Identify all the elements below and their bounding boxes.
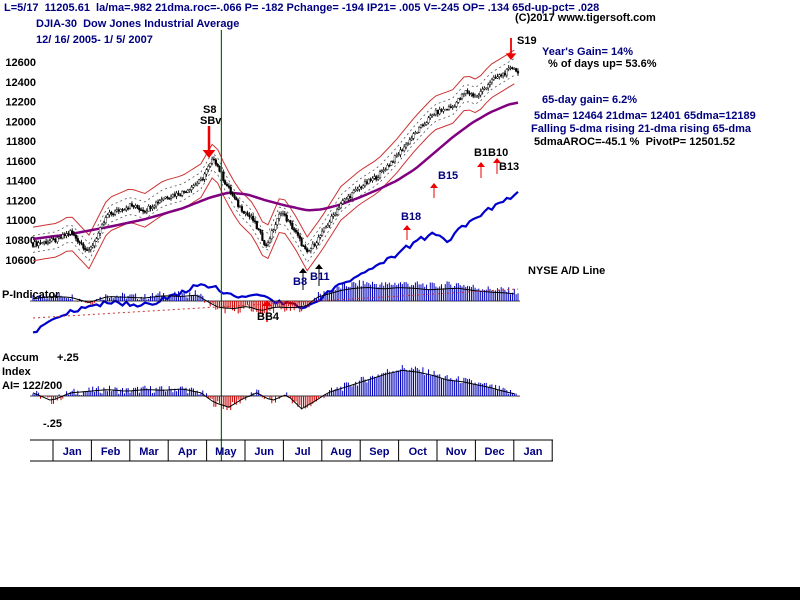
svg-text:11800: 11800 [6,136,36,148]
svg-text:12200: 12200 [5,97,36,109]
signal-label-s19: S19 [517,35,537,47]
signal-label-b18: B18 [401,211,422,223]
aroc-pivot-text: 5dmaAROC=-45.1 % PivotP= 12501.52 [534,136,736,148]
symbol-title: DJIA-30 Dow Jones Industrial Average [36,18,240,30]
accum-scale-plus: +.25 [57,352,79,364]
copyright-text: (C)2017 www.tigersoft.com [515,12,656,24]
signal-arrows [202,38,517,322]
svg-text:May: May [215,446,237,458]
svg-text:11000: 11000 [6,215,36,227]
gain-65d-text: 65-day gain= 6.2% [542,94,638,106]
days-up-text: % of days up= 53.6% [548,58,657,70]
svg-text:12600: 12600 [5,57,36,69]
bottom-border-bar [0,587,800,600]
svg-text:Jul: Jul [295,446,311,458]
svg-text:11600: 11600 [6,156,36,168]
svg-text:10600: 10600 [5,255,36,267]
signal-label-bb4: BB4 [257,311,280,323]
signal-label-b8: B8 [293,276,308,288]
stats-line: L=5/17 11205.61 la/ma=.982 21dma.roc=-.0… [4,2,600,14]
signal-label-s8: S8 [203,104,217,116]
svg-text:12000: 12000 [5,116,36,128]
signal-label-sbv: SBv [200,115,222,127]
svg-text:Jan: Jan [63,446,82,458]
envelope-bands [32,49,515,272]
svg-text:11400: 11400 [6,176,36,188]
svg-text:Aug: Aug [330,446,351,458]
index-label: Index [2,366,31,378]
svg-text:Mar: Mar [139,446,159,458]
ma65-line [32,101,519,241]
svg-text:12400: 12400 [5,77,36,89]
candlesticks [31,65,520,254]
svg-text:Nov: Nov [446,446,468,458]
dma-trend-text: Falling 5-dma rising 21-dma rising 65-dm… [531,123,752,135]
signal-label-b15: B15 [438,170,459,182]
svg-text:Dec: Dec [485,446,505,458]
signal-label-b13: B13 [499,161,520,173]
svg-text:Sep: Sep [369,446,389,458]
svg-text:Feb: Feb [101,446,121,458]
date-range: 12/ 16/ 2005- 1/ 5/ 2007 [36,34,153,46]
svg-text:Jan: Jan [524,446,543,458]
dma-values-text: 5dma= 12464 21dma= 12401 65dma=12189 [534,110,756,122]
svg-text:Jun: Jun [254,446,274,458]
ai-value-text: AI= 122/200 [2,380,63,392]
svg-text:11200: 11200 [6,195,36,207]
accum-scale-minus: -.25 [43,418,62,430]
price-axis-labels: 12600 12400 12200 12000 11800 11600 11400 11200… [5,57,36,267]
nyse-ad-line-label: NYSE A/D Line [528,265,606,277]
p-indicator-pane [30,280,520,319]
svg-text:Apr: Apr [178,446,198,458]
svg-text:10800: 10800 [5,235,36,247]
p-indicator-label: P-Indicator [2,289,60,301]
signal-label-b11: B11 [310,271,330,283]
years-gain-text: Year's Gain= 14% [542,46,633,58]
accum-label: Accum [2,352,39,364]
accum-index-pane [30,365,520,411]
signal-label-b1b10: B1B10 [474,147,509,159]
month-axis: Jan Feb Mar Apr May Jun Jul Aug Sep Oct Nov Dec Jan [30,439,553,462]
svg-text:Oct: Oct [409,446,428,458]
